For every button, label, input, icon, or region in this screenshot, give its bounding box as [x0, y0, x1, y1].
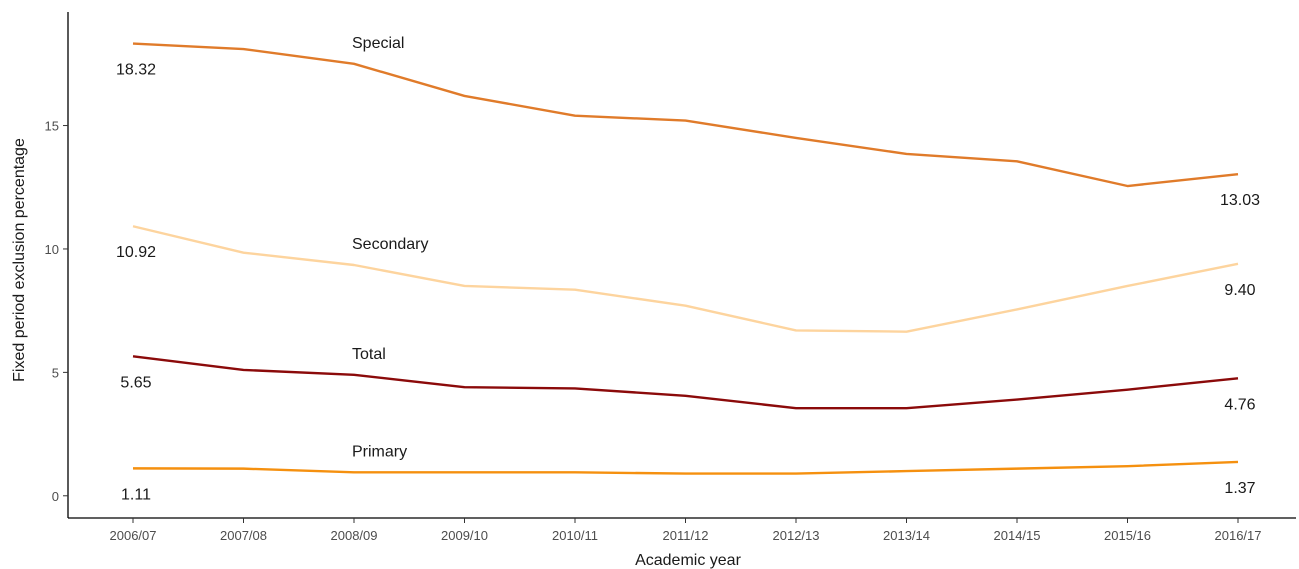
x-tick-label: 2014/15 — [994, 528, 1041, 543]
series-line-total — [132, 355, 1239, 410]
x-axis-title: Academic year — [635, 552, 741, 569]
x-tick-label: 2009/10 — [441, 528, 488, 543]
x-tick-label: 2015/16 — [1104, 528, 1151, 543]
end-value-label-special: 13.03 — [1220, 192, 1260, 209]
y-tick-label: 0 — [52, 489, 59, 504]
x-tick-label: 2007/08 — [220, 528, 267, 543]
start-value-label-primary: 1.11 — [121, 486, 151, 503]
y-tick-label: 5 — [52, 365, 59, 380]
ticks: 0 5 10 15 2006/07 2007/08 2008/09 2009/10 2010/1… — [45, 119, 1262, 543]
labels: Special 18.32 13.03 Secondary 10.92 9.40 Total… — [116, 35, 1260, 504]
x-tick-label: 2011/12 — [662, 528, 708, 543]
x-tick-label: 2012/13 — [773, 528, 820, 543]
x-tick-label: 2010/11 — [552, 528, 598, 543]
x-tick-label: 2008/09 — [331, 528, 378, 543]
y-tick-label: 15 — [45, 119, 59, 134]
y-tick-label: 10 — [45, 242, 59, 257]
end-value-label-total: 4.76 — [1224, 396, 1255, 413]
end-value-label-primary: 1.37 — [1224, 480, 1255, 497]
series-name-total: Total — [352, 346, 386, 363]
series-name-special: Special — [352, 35, 404, 52]
start-value-label-secondary: 10.92 — [116, 244, 156, 261]
end-value-label-secondary: 9.40 — [1224, 282, 1255, 299]
start-value-label-special: 18.32 — [116, 62, 156, 79]
y-axis-title: Fixed period exclusion percentage — [11, 138, 28, 382]
axes — [67, 12, 1296, 519]
series-lines — [132, 42, 1239, 475]
x-tick-label: 2006/07 — [110, 528, 157, 543]
series-line-secondary — [132, 225, 1239, 333]
x-tick-label: 2013/14 — [883, 528, 930, 543]
series-line-primary — [132, 460, 1239, 475]
series-line-special — [132, 42, 1239, 188]
series-name-primary: Primary — [352, 443, 407, 460]
x-tick-label: 2016/17 — [1215, 528, 1262, 543]
series-name-secondary: Secondary — [352, 236, 429, 253]
start-value-label-total: 5.65 — [120, 374, 151, 391]
